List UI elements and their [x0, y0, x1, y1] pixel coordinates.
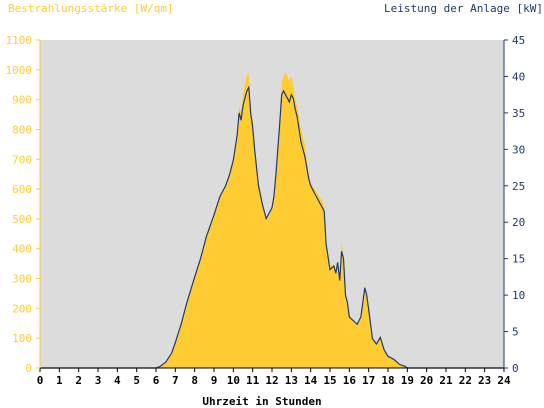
right-tick-label: 40 [512, 70, 525, 83]
left-tick-label: 300 [12, 273, 32, 286]
left-tick-label: 800 [12, 123, 32, 136]
right-axis-title: Leistung der Anlage [kW] [384, 2, 543, 15]
x-tick-label: 7 [172, 374, 179, 387]
left-tick-label: 200 [12, 302, 32, 315]
x-tick-label: 24 [497, 374, 511, 387]
x-tick-label: 16 [343, 374, 357, 387]
x-tick-label: 12 [265, 374, 278, 387]
x-tick-label: 19 [401, 374, 414, 387]
x-tick-label: 20 [420, 374, 433, 387]
right-tick-label: 0 [512, 362, 519, 375]
left-tick-label: 0 [25, 362, 32, 375]
x-tick-label: 3 [95, 374, 102, 387]
x-tick-label: 23 [478, 374, 491, 387]
left-tick-label: 100 [12, 332, 32, 345]
x-tick-label: 22 [459, 374, 472, 387]
left-tick-label: 900 [12, 94, 32, 107]
right-tick-label: 20 [512, 216, 525, 229]
x-tick-label: 13 [285, 374, 298, 387]
right-tick-label: 45 [512, 34, 525, 47]
x-tick-label: 18 [381, 374, 394, 387]
right-axis-ticks: 0 5 10 15 20 25 30 35 40 45 [504, 34, 525, 375]
x-tick-label: 1 [56, 374, 63, 387]
x-axis-ticks: 0 1 2 3 4 5 6 7 8 9 10 11 12 13 14 15 16 17 18 19 20 21 22 23 24 [37, 368, 511, 387]
x-tick-label: 6 [153, 374, 160, 387]
left-tick-label: 1100 [6, 34, 33, 47]
left-axis-ticks: 0 100 200 300 400 500 600 700 800 900 1000 1100 [6, 34, 40, 375]
left-axis-title: Bestrahlungsstärke [W/qm] [8, 2, 174, 15]
x-tick-label: 17 [362, 374, 375, 387]
x-tick-label: 21 [439, 374, 453, 387]
irradiance-area [40, 72, 504, 369]
power-line [40, 85, 504, 369]
x-tick-label: 0 [37, 374, 44, 387]
right-tick-label: 35 [512, 107, 525, 120]
x-tick-label: 15 [323, 374, 336, 387]
left-tick-label: 600 [12, 183, 32, 196]
right-tick-label: 15 [512, 253, 525, 266]
left-tick-label: 700 [12, 153, 32, 166]
right-tick-label: 30 [512, 143, 525, 156]
x-tick-label: 4 [114, 374, 121, 387]
right-tick-label: 10 [512, 289, 525, 302]
right-tick-label: 5 [512, 326, 519, 339]
x-tick-label: 10 [227, 374, 240, 387]
x-tick-label: 14 [304, 374, 318, 387]
x-tick-label: 8 [191, 374, 198, 387]
left-tick-label: 400 [12, 243, 32, 256]
x-axis-title: Uhrzeit in Stunden [202, 395, 321, 408]
x-tick-label: 11 [246, 374, 260, 387]
left-tick-label: 500 [12, 213, 32, 226]
x-tick-label: 5 [133, 374, 140, 387]
x-tick-label: 2 [75, 374, 82, 387]
right-tick-label: 25 [512, 180, 525, 193]
x-tick-label: 9 [211, 374, 218, 387]
left-tick-label: 1000 [6, 64, 33, 77]
